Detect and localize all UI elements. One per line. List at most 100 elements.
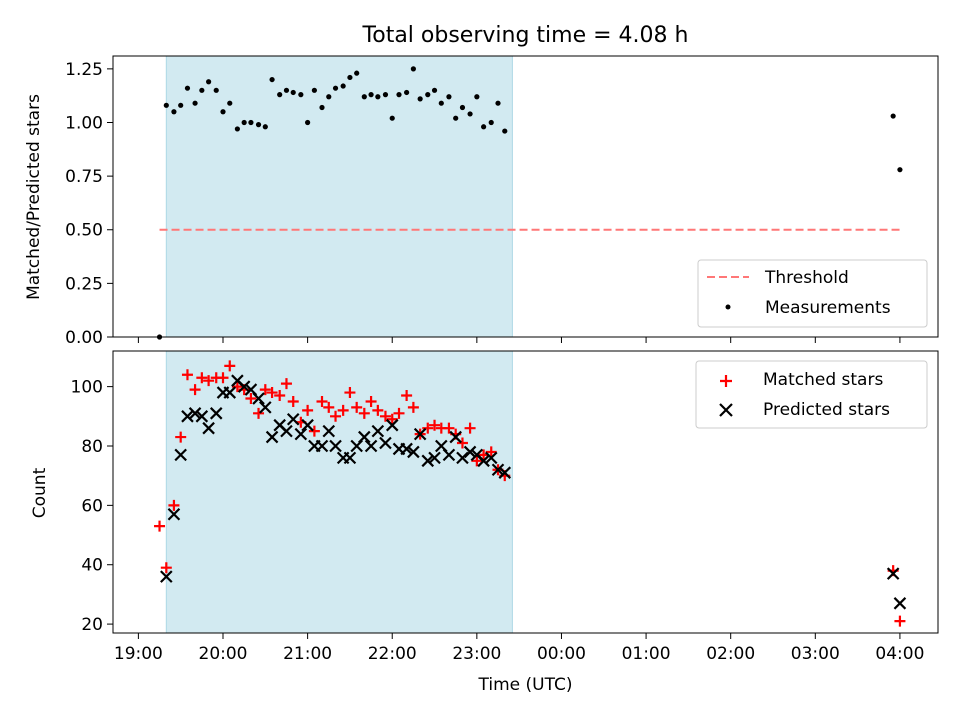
predicted-star-point [181,410,194,423]
measurement-point [453,115,459,121]
matched-star-point [175,431,187,443]
measurement-point [311,87,317,93]
matched-star-point [456,437,468,449]
ratio-y-tick-label: 0.50 [65,221,103,241]
count-legend: Matched stars Predicted stars [695,360,928,429]
predicted-star-point [477,454,490,468]
count-y-tick-label: 40 [81,556,103,576]
ratio-legend: Threshold Measurements [697,259,928,328]
ratio-y-axis-label: Matched/Predicted stars [24,94,44,300]
measurement-point [234,126,240,132]
predicted-star-point [371,424,385,438]
matched-star-point [253,407,265,419]
predicted-legend-label: Predicted stars [763,400,890,420]
predicted-star-point [400,442,413,456]
matched-star-point [196,372,208,384]
count-legend-box [695,360,928,429]
ratio-y-tick-label: 1.00 [65,113,103,133]
x-tick-label: 19:00 [114,644,163,664]
matched-star-point [351,401,363,413]
measurement-point [255,122,262,128]
count-y-axis-label: Count [30,467,50,518]
matched-star-point [485,446,497,458]
measurement-point [890,113,896,119]
count-y-tick-label: 60 [81,496,103,516]
count-plot-frame [112,350,939,634]
count-panel: 20 40 60 80 100 19:00 20:00 21:00 22:00 23:00 00:… [30,350,939,695]
ratio-y-tick-label: 0.00 [65,328,103,348]
count-observing-span [165,350,513,634]
matched-star-point [308,425,320,437]
chart-title: Total observing time = 4.08 h [362,23,689,48]
matched-legend-label: Matched stars [763,370,883,390]
matched-star-point [393,407,405,419]
measurement-point [283,87,290,93]
predicted-legend-swatch [719,403,733,417]
predicted-star-point [294,427,308,441]
matched-star-point [358,407,370,419]
measurement-point [425,92,431,98]
predicted-star-point [491,463,505,477]
threshold-legend-label: Threshold [764,268,849,288]
measurement-point [171,109,177,115]
matched-star-point [337,404,349,416]
matched-star-point [224,360,236,372]
matched-star-point [274,390,286,402]
predicted-star-point [167,507,181,521]
measurement-point [375,94,381,100]
measurement-point [163,102,169,108]
measurement-point [340,83,346,89]
measurement-point [298,92,304,98]
predicted-star-point [315,439,329,453]
measurement-point [361,94,367,100]
measurement-point [417,96,423,102]
predicted-star-point [413,427,427,441]
predicted-star-point [209,407,223,420]
matched-star-point [344,387,356,399]
measurement-point [410,66,416,72]
count-y-tick-label: 20 [81,615,103,635]
measurement-point [446,94,452,100]
x-axis-label: Time (UTC) [478,675,573,695]
predicted-star-point [449,430,462,444]
predicted-star-point [407,445,420,459]
measurement-point [290,89,296,96]
predicted-star-point [456,451,469,465]
measurement-point [488,119,494,126]
matched-star-point [302,404,314,416]
measurement-point [319,104,325,111]
matched-star-point [471,455,483,467]
predicted-star-point [484,451,498,465]
matched-star-point [280,378,292,390]
matched-star-point [259,384,271,396]
x-tick-label: 20:00 [199,644,248,664]
predicted-star-point [265,430,279,444]
measurement-point [431,87,438,93]
ratio-panel: 0.00 0.25 0.50 0.75 1.00 1.25 Matched/Predict… [24,55,939,348]
ratio-y-tick-label: 1.25 [65,60,103,80]
ratio-observing-span [165,55,513,338]
measurement-point [368,92,374,98]
matched-star-point [379,410,391,422]
predicted-star-point [463,445,477,459]
predicted-star-point [385,418,399,432]
predicted-star-point [259,401,272,414]
measurement-point [184,85,191,91]
matched-star-point [323,401,335,413]
matched-star-point [266,387,278,399]
predicted-star-point [343,451,357,465]
measurement-point [396,92,402,98]
measurements-legend-label: Measurements [765,298,891,318]
predicted-star-point [301,418,314,432]
matched-star-point [894,615,906,627]
matched-star-point [231,381,243,393]
measurement-point [206,79,212,85]
measurement-point [305,119,311,126]
matched-star-point [372,404,384,416]
matched-star-point [160,562,172,574]
measurement-point [481,124,487,130]
ratio-y-tick-label: 0.25 [65,274,103,294]
measurement-point [199,87,205,93]
predicted-star-point [442,448,456,462]
